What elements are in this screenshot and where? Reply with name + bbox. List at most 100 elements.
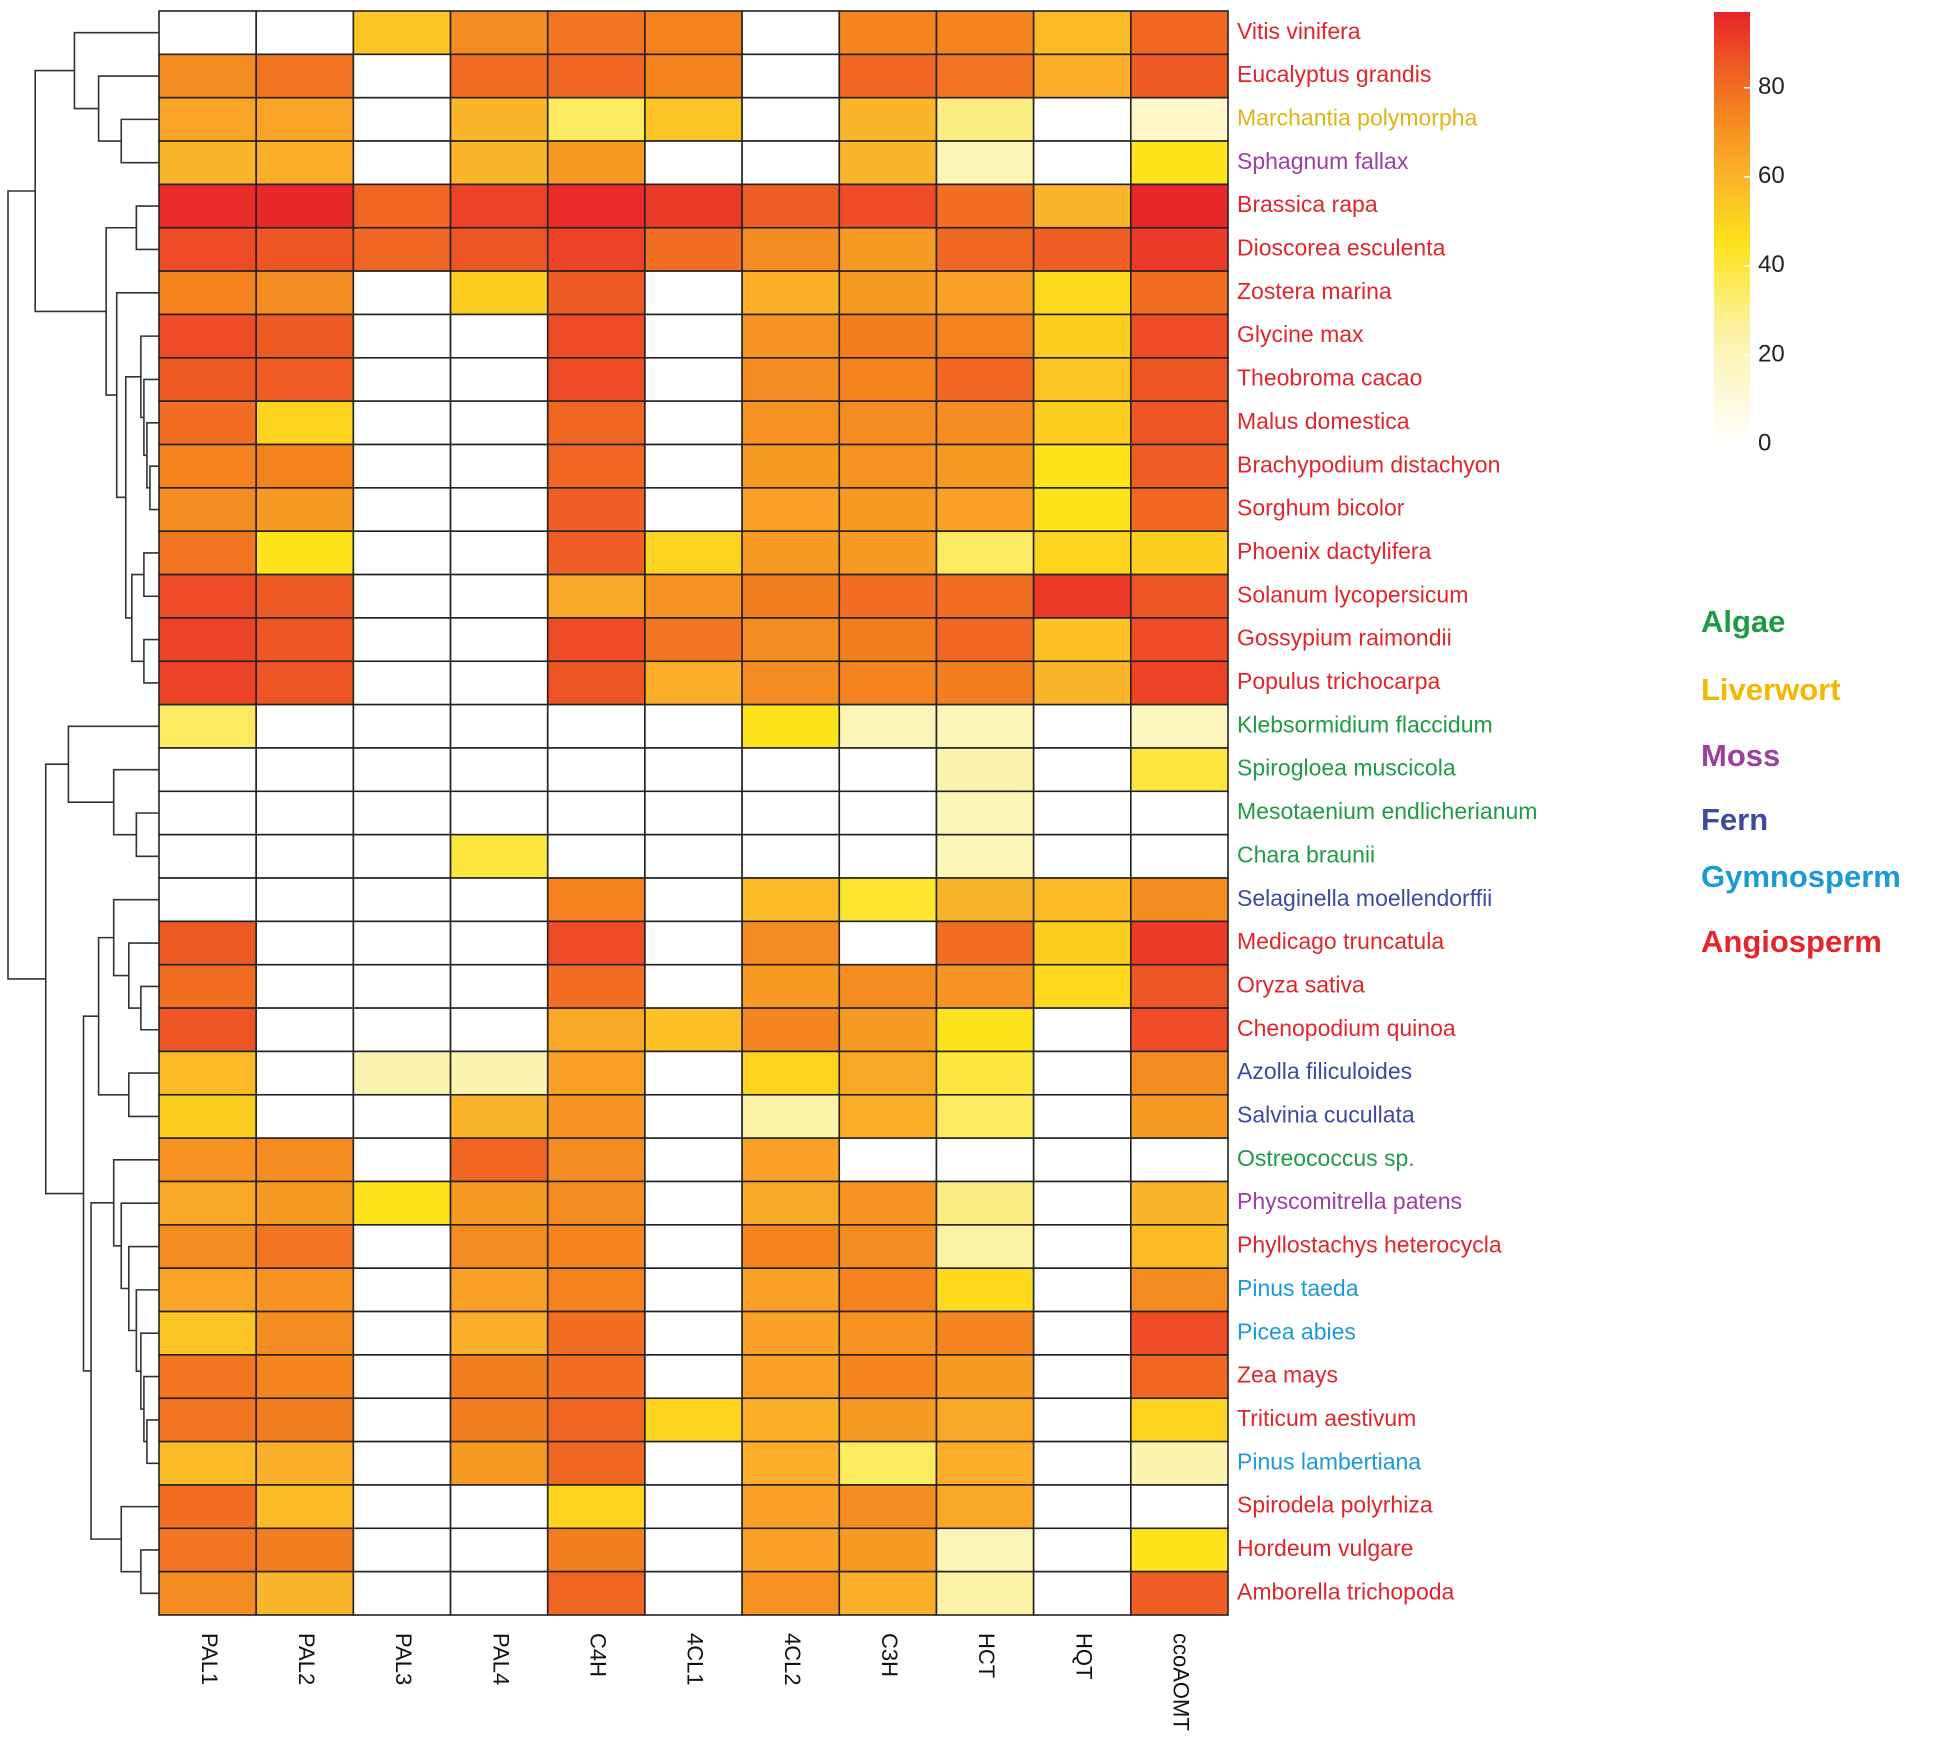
row-label: Amborella trichopoda xyxy=(1237,1578,1455,1604)
dendrogram-branch xyxy=(112,898,159,977)
heat-cell xyxy=(352,1180,452,1226)
heat-cell xyxy=(352,790,452,836)
heat-cell xyxy=(644,1224,743,1269)
heat-cell xyxy=(352,1440,452,1486)
heat-cell xyxy=(255,357,355,402)
heat-cell xyxy=(935,703,1035,749)
heat-cell xyxy=(1032,1354,1132,1400)
heat-cell xyxy=(546,617,646,663)
heat-cell xyxy=(1130,660,1229,706)
heat-cell xyxy=(546,747,646,793)
heat-cell xyxy=(352,1484,452,1530)
heat-cell xyxy=(158,747,257,793)
heat-cell xyxy=(546,833,646,879)
heat-cell xyxy=(352,487,452,533)
heat-cell xyxy=(1032,226,1132,272)
heat-cell xyxy=(741,96,841,142)
heat-cell xyxy=(644,1267,743,1313)
heat-cell xyxy=(352,270,452,316)
heat-cell xyxy=(935,183,1035,229)
heat-cell xyxy=(449,617,549,663)
heat-cell xyxy=(644,530,743,576)
heat-cell xyxy=(546,920,646,966)
heat-cell xyxy=(255,617,355,663)
heat-cell xyxy=(741,1224,841,1269)
heat-cell xyxy=(352,357,452,402)
heat-cell xyxy=(1032,1050,1132,1096)
heat-cell xyxy=(741,617,841,663)
heat-cell xyxy=(838,1440,938,1486)
legend-entry: Moss xyxy=(1701,738,1780,773)
heat-cell xyxy=(158,1093,257,1139)
column-label: 4CL1 xyxy=(683,1633,708,1686)
heat-cell xyxy=(1130,313,1229,359)
heat-cell xyxy=(644,1137,743,1183)
heat-cell xyxy=(158,920,257,966)
heat-cell xyxy=(158,1050,257,1096)
row-label: Theobroma cacao xyxy=(1237,365,1422,391)
heat-cell xyxy=(255,1310,355,1356)
heat-cell xyxy=(741,140,841,186)
heat-cell xyxy=(838,617,938,663)
heat-cell xyxy=(1130,1440,1229,1486)
heat-cell xyxy=(158,140,257,186)
colorbar-tick-label: 40 xyxy=(1758,251,1785,278)
heat-cell xyxy=(352,183,452,229)
heat-cell xyxy=(1130,833,1229,879)
heat-cell xyxy=(546,53,646,99)
heat-cell xyxy=(741,703,841,749)
heat-cell xyxy=(838,357,938,402)
heat-cell xyxy=(546,1050,646,1096)
heat-cell xyxy=(158,660,257,706)
heat-cell xyxy=(352,963,452,1009)
heat-cell xyxy=(644,1397,743,1443)
column-label: HCT xyxy=(974,1633,999,1678)
column-label: C3H xyxy=(877,1633,902,1677)
heat-cell xyxy=(158,1137,257,1183)
heat-cell xyxy=(255,1007,355,1053)
row-label: Picea abies xyxy=(1237,1318,1356,1344)
heat-cell xyxy=(158,1180,257,1226)
row-label: Sorghum bicolor xyxy=(1237,495,1405,521)
column-label: PAL3 xyxy=(391,1633,416,1685)
heat-cell xyxy=(158,1267,257,1313)
heat-cell xyxy=(1032,747,1132,793)
heat-cell xyxy=(644,790,743,836)
heat-cell xyxy=(255,1050,355,1096)
heat-cell xyxy=(255,487,355,533)
heat-cell xyxy=(546,10,646,56)
heat-cell xyxy=(935,1310,1035,1356)
heat-cell xyxy=(644,1093,743,1139)
heat-cell xyxy=(255,660,355,706)
heat-cell xyxy=(1130,747,1229,793)
heat-cell xyxy=(1032,10,1132,56)
heat-cell xyxy=(838,140,938,186)
dendrogram-branch xyxy=(34,69,107,313)
heat-cell xyxy=(935,1050,1035,1096)
heat-cell xyxy=(741,443,841,489)
heat-cell xyxy=(449,1310,549,1356)
heat-cell xyxy=(255,1440,355,1486)
heat-cell xyxy=(1032,1180,1132,1226)
heat-cell xyxy=(935,1397,1035,1443)
heat-cell xyxy=(644,1007,743,1053)
column-label: ccoAOMT xyxy=(1169,1633,1194,1731)
row-label: Eucalyptus grandis xyxy=(1237,61,1431,87)
heat-cell xyxy=(1130,357,1229,402)
heat-cell xyxy=(352,313,452,359)
dendrogram-branch xyxy=(97,75,159,142)
heat-cell xyxy=(449,1007,549,1053)
heat-cell xyxy=(449,1050,549,1096)
heat-cell xyxy=(1032,96,1132,142)
heat-cell xyxy=(255,833,355,879)
heat-cell xyxy=(449,1440,549,1486)
heat-cell xyxy=(838,443,938,489)
legend-entry: Liverwort xyxy=(1701,672,1841,707)
heat-cell xyxy=(741,1310,841,1356)
heat-cell xyxy=(1130,1397,1229,1443)
heat-cell xyxy=(1032,1267,1132,1313)
heat-cell xyxy=(1130,703,1229,749)
heat-cell xyxy=(449,1527,549,1573)
heat-cell xyxy=(644,270,743,316)
heat-cell xyxy=(1032,1397,1132,1443)
